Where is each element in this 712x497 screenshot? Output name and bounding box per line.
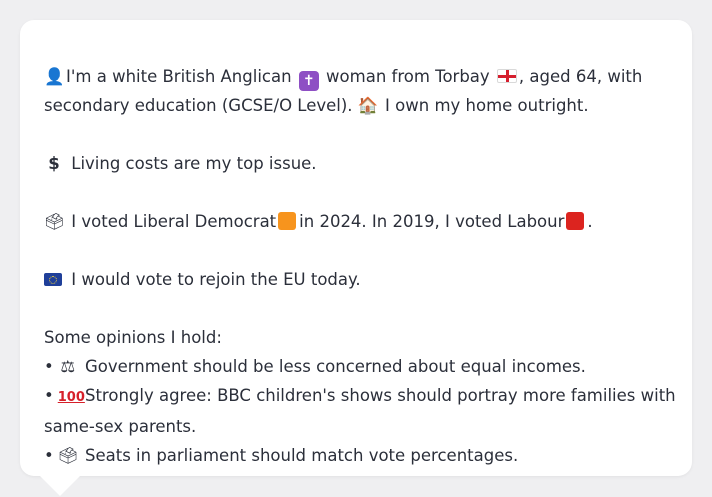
intro-text-5: I own my home outright. [385, 96, 589, 115]
bullet: • [44, 357, 54, 376]
intro-text-4: secondary education (GCSE/O Level). [44, 96, 353, 115]
intro-line-1: 👤I'm a white British Anglican ✝ woman fr… [44, 62, 668, 91]
ballot-box-icon: 🗳 [44, 212, 65, 231]
eu-line: I would vote to rejoin the EU today. [44, 265, 668, 294]
eu-text: I would vote to rejoin the EU today. [71, 270, 361, 289]
intro-text-2: woman from Torbay [326, 67, 490, 86]
opinion-item: • 100 Strongly agree: BBC children's show… [44, 381, 676, 412]
bullet: • [44, 386, 54, 405]
intro-line-2: secondary education (GCSE/O Level). 🏠 I … [44, 91, 668, 120]
opinion-text-continued: same-sex parents. [44, 417, 197, 436]
opinion-item: • 🗳 Seats in parliament should match vote… [44, 441, 668, 470]
persona-message-bubble: 👤I'm a white British Anglican ✝ woman fr… [20, 20, 692, 476]
person-icon: 👤 [44, 67, 65, 86]
top-issue-line: $ Living costs are my top issue. [44, 149, 668, 178]
opinion-item: • ⚖ Government should be less concerned a… [44, 352, 668, 381]
lib-dem-color-square [278, 212, 297, 230]
vote-text-1: I voted Liberal Democrat [71, 212, 277, 231]
top-issue-text: Living costs are my top issue. [71, 154, 317, 173]
bullet: • [44, 446, 54, 465]
opinion-text: Seats in parliament should match vote pe… [84, 446, 519, 465]
intro-text-3: , aged 64, with [518, 67, 643, 86]
vote-text-3: . [587, 212, 593, 231]
intro-paragraph: 👤I'm a white British Anglican ✝ woman fr… [44, 62, 668, 120]
opinions-heading: Some opinions I hold: [44, 328, 222, 347]
eu-flag-icon [44, 273, 62, 286]
house-icon: 🏠 [357, 96, 379, 115]
labour-color-square [566, 212, 585, 230]
intro-text-1: I'm a white British Anglican [66, 67, 292, 86]
hundred-points-icon: 100 [57, 390, 85, 405]
opinion-text: Strongly agree: BBC children's shows sho… [84, 386, 676, 405]
ballot-box-icon: 🗳 [57, 446, 79, 465]
opinions-section: Some opinions I hold: • ⚖ Government shou… [44, 323, 676, 470]
bubble-tail [40, 476, 80, 496]
opinion-text: Government should be less concerned abou… [84, 357, 586, 376]
dollar-icon: $ [48, 154, 60, 173]
england-flag-icon [496, 69, 517, 83]
scales-icon: ⚖ [60, 357, 76, 376]
vote-history-line: 🗳 I voted Liberal Democrat in 2024. In 20… [44, 207, 668, 236]
latin-cross-icon: ✝ [298, 71, 319, 91]
vote-text-2: in 2024. In 2019, I voted Labour [299, 212, 565, 231]
